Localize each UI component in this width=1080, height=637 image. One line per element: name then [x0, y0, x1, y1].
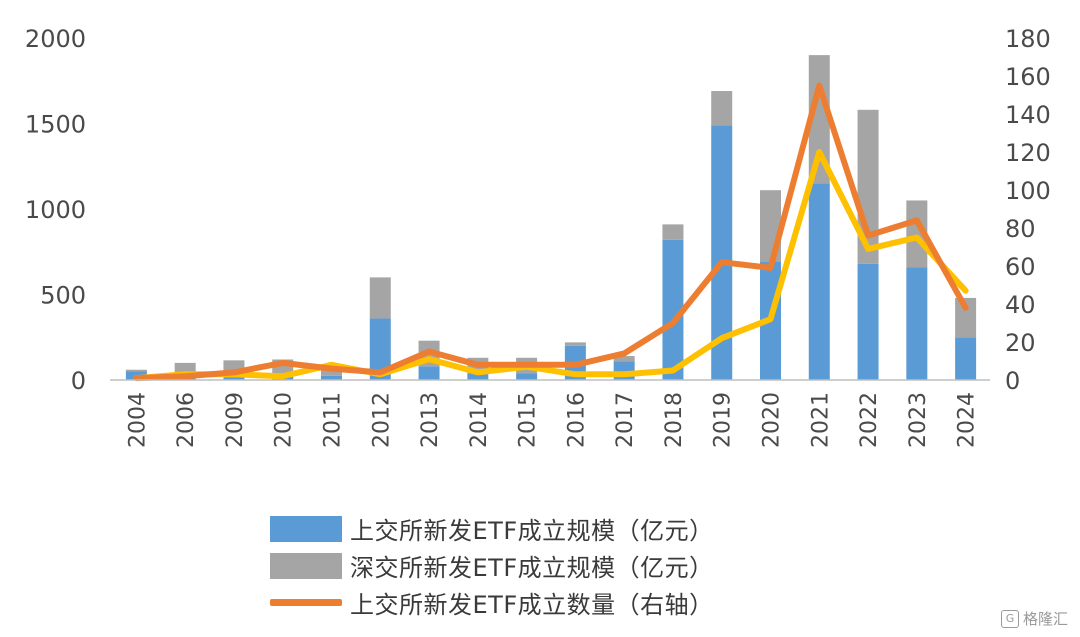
- x-tick-2015: 2015: [516, 392, 541, 448]
- bar-sse-2022: [857, 263, 879, 380]
- left-tick-2000: 2000: [25, 25, 86, 53]
- bar-sse-2015: [516, 373, 538, 380]
- bar-szse-2021: [808, 55, 830, 184]
- left-tick-1000: 1000: [25, 196, 86, 224]
- x-tick-2013: 2013: [418, 392, 443, 448]
- x-tick-2023: 2023: [906, 392, 931, 448]
- bar-sse-2023: [906, 267, 928, 380]
- legend-label-szse-scale: 深交所新发ETF成立规模（亿元）: [350, 554, 714, 582]
- x-tick-2006: 2006: [174, 392, 199, 448]
- bar-szse-2019: [711, 91, 733, 126]
- watermark-text: 格隆汇: [1022, 610, 1068, 628]
- bars-layer: [125, 55, 977, 381]
- x-tick-2020: 2020: [760, 392, 785, 448]
- line-series-3: [133, 149, 969, 382]
- x-tick-2017: 2017: [613, 392, 638, 448]
- bar-szse-2004: [125, 369, 147, 372]
- x-axis-ticks: 2004 2006 2009 2010 2011 2012 2013 2014 2015 2016…: [125, 392, 979, 448]
- x-tick-2019: 2019: [711, 392, 736, 448]
- bar-szse-2012: [369, 277, 391, 319]
- x-tick-2011: 2011: [321, 392, 346, 448]
- x-tick-2012: 2012: [369, 392, 394, 448]
- bar-szse-2024: [955, 297, 977, 338]
- right-tick-160: 160: [1005, 63, 1051, 91]
- x-tick-2010: 2010: [272, 392, 297, 448]
- bar-sse-2013: [418, 366, 440, 380]
- bar-szse-2023: [906, 200, 928, 268]
- bar-sse-2014: [467, 373, 489, 380]
- legend: 上交所新发ETF成立规模（亿元） 深交所新发ETF成立规模（亿元） 上交所新发E…: [270, 510, 714, 621]
- bar-sse-2011: [321, 375, 342, 380]
- x-tick-2022: 2022: [857, 392, 882, 448]
- right-axis-ticks: 0 20 40 60 80 100 120 140 160 180: [1005, 25, 1051, 395]
- bar-sse-2021: [808, 183, 830, 380]
- left-tick-0: 0: [71, 367, 86, 395]
- right-tick-40: 40: [1005, 291, 1036, 319]
- right-tick-100: 100: [1005, 177, 1051, 205]
- legend-swatch-szse-scale: [270, 552, 342, 579]
- bar-sse-2024: [955, 337, 977, 380]
- legend-swatch-sse-scale: [270, 515, 342, 542]
- legend-item-sse-count: 上交所新发ETF成立数量（右轴）: [270, 584, 714, 621]
- right-tick-0: 0: [1005, 367, 1020, 395]
- x-tick-2014: 2014: [467, 392, 492, 448]
- bar-sse-2012: [369, 318, 391, 380]
- x-tick-2021: 2021: [808, 392, 833, 448]
- legend-item-szse-scale: 深交所新发ETF成立规模（亿元）: [270, 547, 714, 584]
- lines-layer: [133, 82, 969, 382]
- x-tick-2009: 2009: [223, 392, 248, 448]
- watermark-logo-icon: G: [1000, 609, 1019, 628]
- x-tick-2018: 2018: [662, 392, 687, 448]
- bar-sse-2009: [223, 377, 245, 380]
- right-tick-140: 140: [1005, 101, 1051, 129]
- right-tick-180: 180: [1005, 25, 1051, 53]
- bar-szse-2018: [662, 224, 684, 240]
- watermark: G 格隆汇: [1000, 608, 1068, 629]
- x-tick-2004: 2004: [125, 392, 150, 448]
- legend-item-sse-scale: 上交所新发ETF成立规模（亿元）: [270, 510, 714, 547]
- bar-sse-2019: [711, 125, 733, 381]
- bar-szse-2016: [564, 342, 586, 346]
- legend-swatch-sse-count: [270, 599, 342, 606]
- x-tick-2024: 2024: [955, 392, 980, 448]
- x-tick-2016: 2016: [564, 392, 589, 448]
- right-tick-120: 120: [1005, 139, 1051, 167]
- bar-szse-2017: [613, 356, 635, 362]
- right-tick-80: 80: [1005, 215, 1036, 243]
- left-tick-1500: 1500: [25, 111, 86, 139]
- left-tick-500: 500: [40, 282, 86, 310]
- left-axis-ticks: 0 500 1000 1500 2000: [25, 25, 86, 395]
- line-series-2: [133, 82, 969, 382]
- right-tick-20: 20: [1005, 329, 1036, 357]
- bar-sse-2018: [662, 239, 684, 380]
- legend-label-sse-scale: 上交所新发ETF成立规模（亿元）: [350, 517, 714, 545]
- right-tick-60: 60: [1005, 253, 1036, 281]
- legend-label-sse-count: 上交所新发ETF成立数量（右轴）: [350, 591, 714, 619]
